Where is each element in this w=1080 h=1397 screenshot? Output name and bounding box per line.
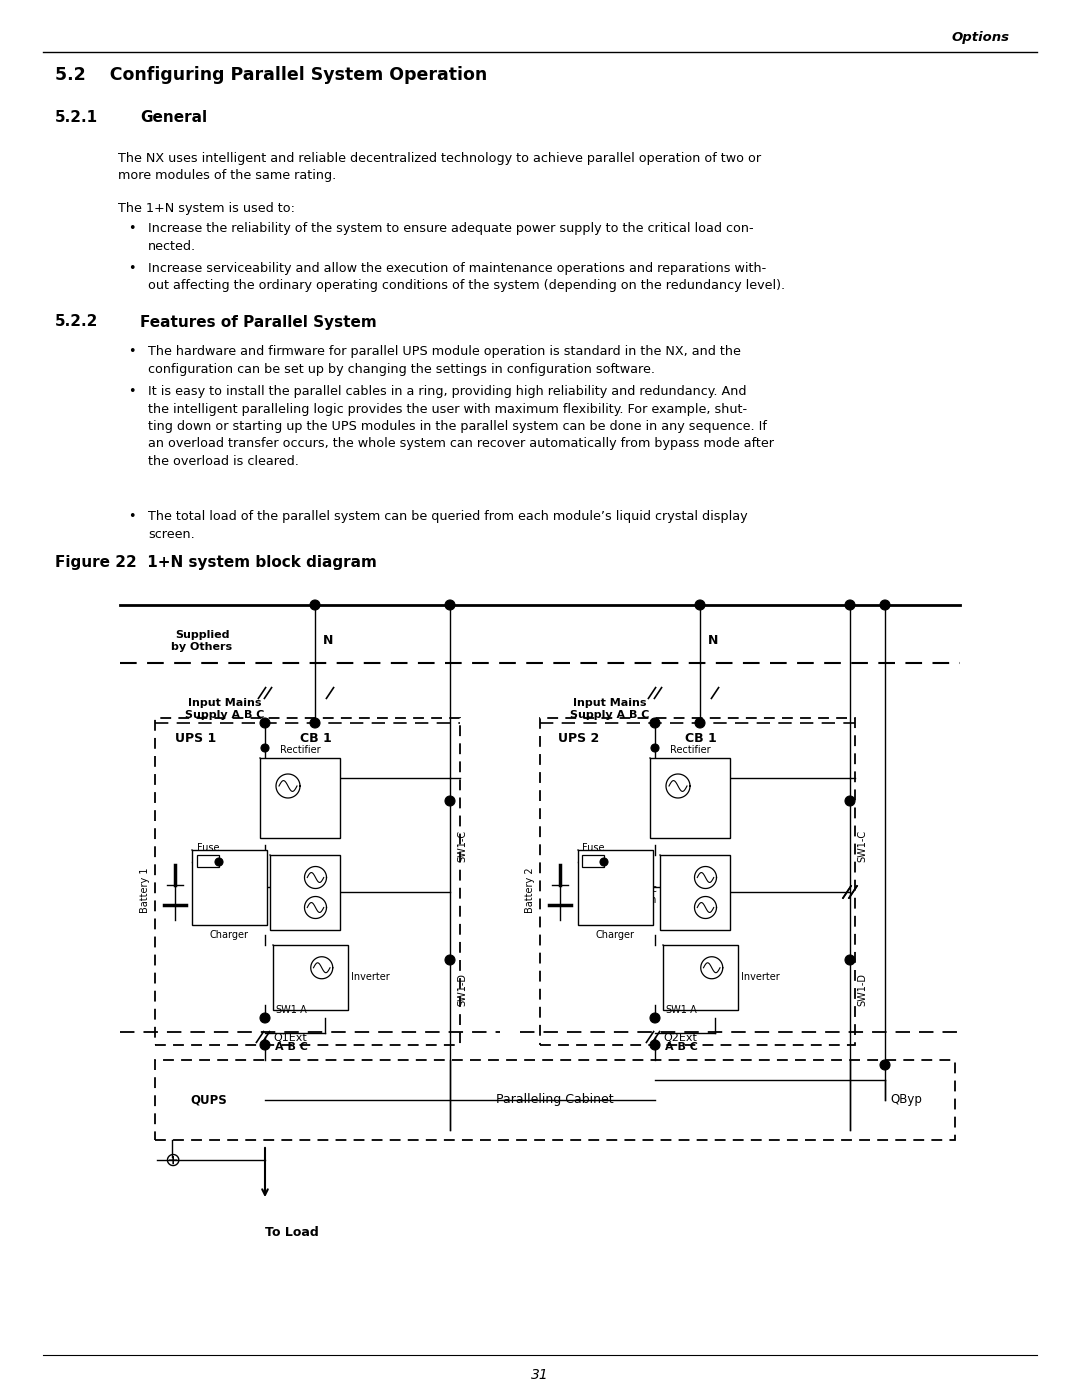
Bar xyxy=(156,1060,955,1140)
Circle shape xyxy=(650,718,660,728)
Circle shape xyxy=(445,599,455,610)
Text: 31: 31 xyxy=(531,1368,549,1382)
Text: Q2Ext: Q2Ext xyxy=(663,1032,697,1044)
Circle shape xyxy=(261,745,269,752)
Text: UPS 2: UPS 2 xyxy=(558,732,599,745)
Text: Inverter: Inverter xyxy=(741,972,780,982)
Text: SW1-D: SW1-D xyxy=(858,974,867,1006)
Circle shape xyxy=(260,718,270,728)
Text: Battery 1: Battery 1 xyxy=(140,868,150,912)
Text: Increase serviceability and allow the execution of maintenance operations and re: Increase serviceability and allow the ex… xyxy=(148,263,785,292)
Text: General: General xyxy=(140,110,207,126)
Circle shape xyxy=(845,796,855,806)
Text: Inverter: Inverter xyxy=(351,972,390,982)
Circle shape xyxy=(260,1039,270,1051)
Text: QByp: QByp xyxy=(890,1094,922,1106)
Text: Q1Ext: Q1Ext xyxy=(273,1032,307,1044)
Circle shape xyxy=(445,956,455,965)
Text: ⊕: ⊕ xyxy=(164,1151,180,1169)
Bar xyxy=(273,944,348,1010)
Text: Switch: Switch xyxy=(234,895,267,905)
Text: SW1-A: SW1-A xyxy=(665,1004,697,1016)
Text: 5.2.2: 5.2.2 xyxy=(55,314,98,330)
Text: CB 1: CB 1 xyxy=(685,732,717,745)
Text: Static: Static xyxy=(239,884,267,894)
Circle shape xyxy=(845,599,855,610)
Bar xyxy=(660,855,730,930)
Text: Rectifier: Rectifier xyxy=(670,745,711,754)
Text: Input Mains
Supply A B C: Input Mains Supply A B C xyxy=(186,698,265,719)
Circle shape xyxy=(310,599,320,610)
Circle shape xyxy=(845,956,855,965)
Circle shape xyxy=(650,1039,660,1051)
Bar xyxy=(197,855,219,868)
Text: 5.2.1: 5.2.1 xyxy=(55,110,98,126)
Text: QUPS: QUPS xyxy=(190,1094,227,1106)
Text: Switch: Switch xyxy=(624,895,657,905)
Text: Charger: Charger xyxy=(210,930,249,940)
Circle shape xyxy=(651,745,659,752)
Text: To Load: To Load xyxy=(265,1225,319,1239)
Text: UPS 1: UPS 1 xyxy=(175,732,216,745)
Text: •: • xyxy=(129,263,135,275)
Text: Rectifier: Rectifier xyxy=(280,745,321,754)
Text: •: • xyxy=(129,510,135,522)
Text: SW1-C: SW1-C xyxy=(858,830,867,862)
Text: N: N xyxy=(708,634,718,647)
Bar xyxy=(270,855,340,930)
Text: •: • xyxy=(129,386,135,398)
Circle shape xyxy=(215,858,222,866)
Text: The hardware and firmware for parallel UPS module operation is standard in the N: The hardware and firmware for parallel U… xyxy=(148,345,741,376)
Circle shape xyxy=(310,718,320,728)
Bar xyxy=(540,718,855,1045)
Circle shape xyxy=(650,1013,660,1023)
Text: A B C: A B C xyxy=(665,1042,698,1052)
Circle shape xyxy=(696,718,705,728)
Text: 5.2    Configuring Parallel System Operation: 5.2 Configuring Parallel System Operatio… xyxy=(55,66,487,84)
Text: Options: Options xyxy=(951,32,1010,45)
Text: Supplied
by Others: Supplied by Others xyxy=(172,630,232,651)
Circle shape xyxy=(880,599,890,610)
Circle shape xyxy=(880,1060,890,1070)
Bar xyxy=(192,849,267,925)
Text: Paralleling Cabinet: Paralleling Cabinet xyxy=(496,1094,613,1106)
Text: Fuse: Fuse xyxy=(582,842,605,854)
Text: •: • xyxy=(129,222,135,235)
Text: Figure 22  1+N system block diagram: Figure 22 1+N system block diagram xyxy=(55,556,377,570)
Text: SW1-C: SW1-C xyxy=(457,830,467,862)
Text: Static: Static xyxy=(629,884,657,894)
Text: A B C: A B C xyxy=(275,1042,308,1052)
Text: Increase the reliability of the system to ensure adequate power supply to the cr: Increase the reliability of the system t… xyxy=(148,222,754,253)
Text: SW1-D: SW1-D xyxy=(457,974,467,1006)
Bar xyxy=(260,759,340,838)
Text: The NX uses intelligent and reliable decentralized technology to achieve paralle: The NX uses intelligent and reliable dec… xyxy=(118,152,761,183)
Circle shape xyxy=(445,796,455,806)
Text: Input Mains
Supply A B C: Input Mains Supply A B C xyxy=(570,698,650,719)
Text: CB 1: CB 1 xyxy=(300,732,332,745)
Text: •: • xyxy=(129,345,135,358)
Text: It is easy to install the parallel cables in a ring, providing high reliability : It is easy to install the parallel cable… xyxy=(148,386,774,468)
Text: Features of Parallel System: Features of Parallel System xyxy=(140,314,377,330)
Bar xyxy=(156,718,460,1045)
Circle shape xyxy=(600,858,608,866)
Text: Charger: Charger xyxy=(596,930,635,940)
Text: The total load of the parallel system can be queried from each module’s liquid c: The total load of the parallel system ca… xyxy=(148,510,747,541)
Bar xyxy=(663,944,738,1010)
Bar xyxy=(578,849,653,925)
Text: Battery 2: Battery 2 xyxy=(525,868,535,912)
Circle shape xyxy=(260,1013,270,1023)
Text: N: N xyxy=(323,634,334,647)
Bar xyxy=(582,855,604,868)
Text: The 1+N system is used to:: The 1+N system is used to: xyxy=(118,203,295,215)
Circle shape xyxy=(696,599,705,610)
Text: SW1-A: SW1-A xyxy=(275,1004,307,1016)
Text: Fuse: Fuse xyxy=(197,842,219,854)
Bar xyxy=(650,759,730,838)
